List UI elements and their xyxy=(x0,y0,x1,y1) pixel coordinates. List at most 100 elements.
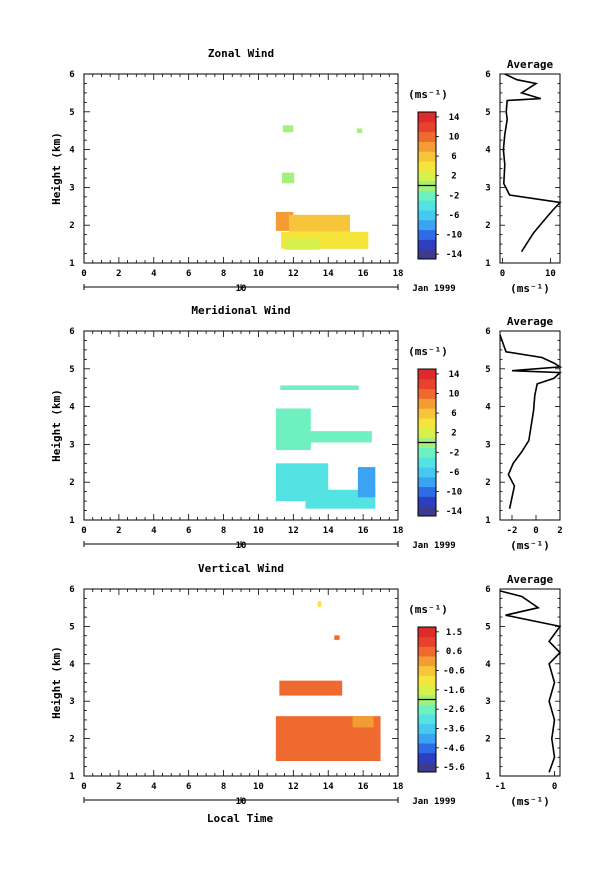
average-x-tick-label: 10 xyxy=(545,269,556,279)
colorbar-tick-label: 10 xyxy=(449,133,460,143)
x-tick-label: 4 xyxy=(151,269,157,279)
panel-title: Zonal Wind xyxy=(208,47,274,60)
colorbar-swatch xyxy=(418,249,436,260)
date-axis-day-label: 10 xyxy=(236,284,247,294)
y-tick-label: 6 xyxy=(69,327,74,337)
average-frame xyxy=(499,73,561,264)
colorbar-swatch xyxy=(418,131,436,142)
colorbar-tick-label: -3.6 xyxy=(443,725,465,735)
colorbar-swatch xyxy=(418,675,436,686)
colorbar-swatch xyxy=(418,170,436,182)
average-y-tick-label: 6 xyxy=(485,585,490,595)
x-tick-label: 18 xyxy=(393,269,404,279)
colorbar-swatch xyxy=(418,369,436,380)
colorbar-swatch xyxy=(418,646,436,657)
x-tick-label: 14 xyxy=(323,526,334,536)
colorbar-tick-label: -14 xyxy=(446,507,463,517)
colorbar-label: (ms⁻¹) xyxy=(408,88,448,101)
average-y-tick-label: 3 xyxy=(485,440,490,450)
panel-title: Vertical Wind xyxy=(198,562,284,575)
average-y-tick-label: 5 xyxy=(485,365,490,375)
data-cell xyxy=(284,238,320,250)
colorbar-tick-label: -10 xyxy=(446,488,462,498)
x-tick-label: 6 xyxy=(186,526,191,536)
average-title: Average xyxy=(507,573,554,586)
average-x-label: (ms⁻¹) xyxy=(510,282,550,295)
colorbar-swatch xyxy=(418,398,436,409)
data-cell xyxy=(288,214,351,232)
colorbar-swatch xyxy=(418,447,436,458)
data-cell xyxy=(334,635,340,640)
y-tick-label: 3 xyxy=(69,183,74,193)
y-tick-label: 4 xyxy=(69,146,75,156)
colorbar-tick-label: -5.6 xyxy=(443,763,465,773)
colorbar-tick-label: 1.5 xyxy=(446,628,462,638)
colorbar-swatch xyxy=(418,714,436,725)
colorbar-swatch xyxy=(418,762,436,773)
colorbar-tick-label: 14 xyxy=(449,113,460,123)
x-tick-label: 10 xyxy=(253,782,264,792)
x-tick-label: 12 xyxy=(288,526,299,536)
x-tick-label: 14 xyxy=(323,782,334,792)
colorbar-tick-label: 2 xyxy=(451,172,456,182)
colorbar-tick-label: -1.6 xyxy=(443,686,465,696)
average-y-tick-label: 6 xyxy=(485,70,490,80)
colorbar-swatch xyxy=(418,467,436,478)
colorbar-swatch xyxy=(418,743,436,754)
colorbar-swatch xyxy=(418,229,436,240)
colorbar-swatch xyxy=(418,733,436,744)
average-y-tick-label: 2 xyxy=(485,735,490,745)
colorbar-swatch xyxy=(418,418,436,429)
x-tick-label: 12 xyxy=(288,269,299,279)
x-tick-label: 8 xyxy=(221,526,226,536)
average-title: Average xyxy=(507,315,554,328)
average-y-tick-label: 1 xyxy=(485,516,490,526)
colorbar-swatch xyxy=(418,408,436,419)
colorbar-swatch xyxy=(418,239,436,250)
colorbar-swatch xyxy=(418,121,436,133)
average-y-tick-label: 1 xyxy=(485,259,490,269)
x-tick-label: 4 xyxy=(151,526,157,536)
date-axis-month-label: Jan 1999 xyxy=(412,541,455,551)
y-tick-label: 4 xyxy=(69,660,75,670)
average-y-tick-label: 1 xyxy=(485,772,490,782)
colorbar-swatch xyxy=(418,636,436,647)
date-axis-day-label: 10 xyxy=(236,541,247,551)
colorbar-tick-label: -6 xyxy=(449,468,460,478)
x-tick-label: 8 xyxy=(221,269,226,279)
data-cell xyxy=(305,489,376,509)
date-axis-day-label: 10 xyxy=(236,797,247,807)
average-y-tick-label: 5 xyxy=(485,622,490,632)
colorbar-swatch xyxy=(418,723,436,734)
colorbar-swatch xyxy=(418,141,436,152)
y-tick-label: 2 xyxy=(69,478,74,488)
x-tick-label: 0 xyxy=(81,526,86,536)
y-tick-label: 5 xyxy=(69,622,74,632)
colorbar-swatch xyxy=(418,656,436,667)
colorbar-tick-label: -6 xyxy=(449,211,460,221)
colorbar-tick-label: -4.6 xyxy=(443,744,465,754)
data-cell xyxy=(357,467,376,498)
colorbar-tick-label: -2 xyxy=(449,448,460,458)
data-cell xyxy=(279,680,343,696)
colorbar-swatch xyxy=(418,151,436,162)
average-x-tick-label: 0 xyxy=(533,526,538,536)
colorbar-tick-label: -2.6 xyxy=(443,705,465,715)
y-tick-label: 1 xyxy=(69,772,74,782)
colorbar-swatch xyxy=(418,627,436,638)
x-tick-label: 16 xyxy=(358,526,369,536)
average-frame xyxy=(499,588,561,777)
average-profile-line xyxy=(502,73,562,253)
colorbar-swatch xyxy=(418,388,436,399)
colorbar-tick-label: 10 xyxy=(449,390,460,400)
average-x-label: (ms⁻¹) xyxy=(510,539,550,552)
data-cell xyxy=(317,601,322,607)
data-cell xyxy=(281,172,295,184)
average-y-tick-label: 3 xyxy=(485,183,490,193)
data-cell xyxy=(302,431,372,443)
colorbar-swatch xyxy=(418,476,436,488)
x-tick-label: 14 xyxy=(323,269,334,279)
x-tick-label: 6 xyxy=(186,269,191,279)
average-x-tick-label: 0 xyxy=(552,782,557,792)
